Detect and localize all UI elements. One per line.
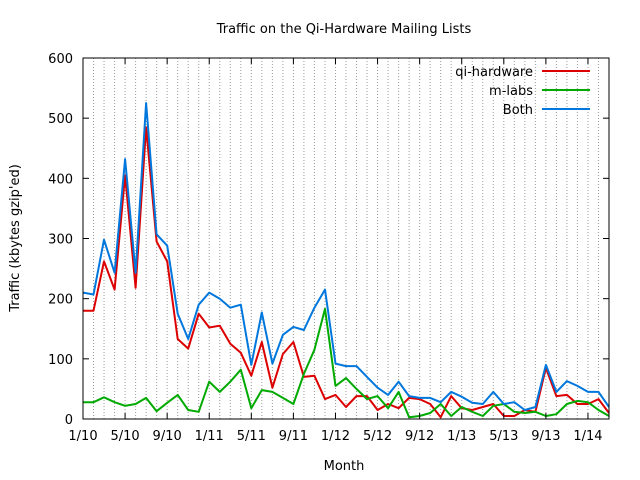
series-lines [82,102,610,419]
x-tick-label: 1/14 [573,429,602,444]
y-tick-label: 200 [48,293,73,308]
y-tick-label: 500 [48,112,73,127]
x-tick-label: 5/12 [363,429,392,444]
series-line-both [82,102,610,411]
chart-title: Traffic on the Qi-Hardware Mailing Lists [216,22,472,37]
x-tick-label: 1/12 [321,429,350,444]
y-tick-label: 400 [48,172,73,187]
y-tick-label: 100 [48,353,73,368]
y-tick-label: 300 [48,233,73,248]
x-axis-label: Month [324,459,365,474]
legend-label: qi-hardware [455,65,533,80]
x-tick-label: 9/13 [531,429,560,444]
y-tick-label: 600 [48,52,73,67]
y-axis-label: Traffic (kbytes gzip'ed) [8,164,23,313]
x-tick-label: 1/10 [68,429,97,444]
x-tick-label: 9/12 [405,429,434,444]
x-tick-label: 5/11 [237,429,266,444]
x-tick-label: 9/10 [153,429,182,444]
axes: 0 100 200 300 400 500 600 1/10 5/10 9/10 1/11 5/11 9… [48,52,609,444]
legend: qi-hardware m-labs Both [455,65,590,118]
legend-label: m-labs [489,84,533,99]
x-tick-label: 1/11 [195,429,224,444]
series-line-m-labs [83,307,610,419]
x-tick-label: 9/11 [279,429,308,444]
x-tick-label: 1/13 [447,429,476,444]
y-tick-label: 0 [65,413,73,428]
x-tick-label: 5/13 [489,429,518,444]
x-tick-label: 5/10 [110,429,139,444]
legend-label: Both [503,103,533,118]
